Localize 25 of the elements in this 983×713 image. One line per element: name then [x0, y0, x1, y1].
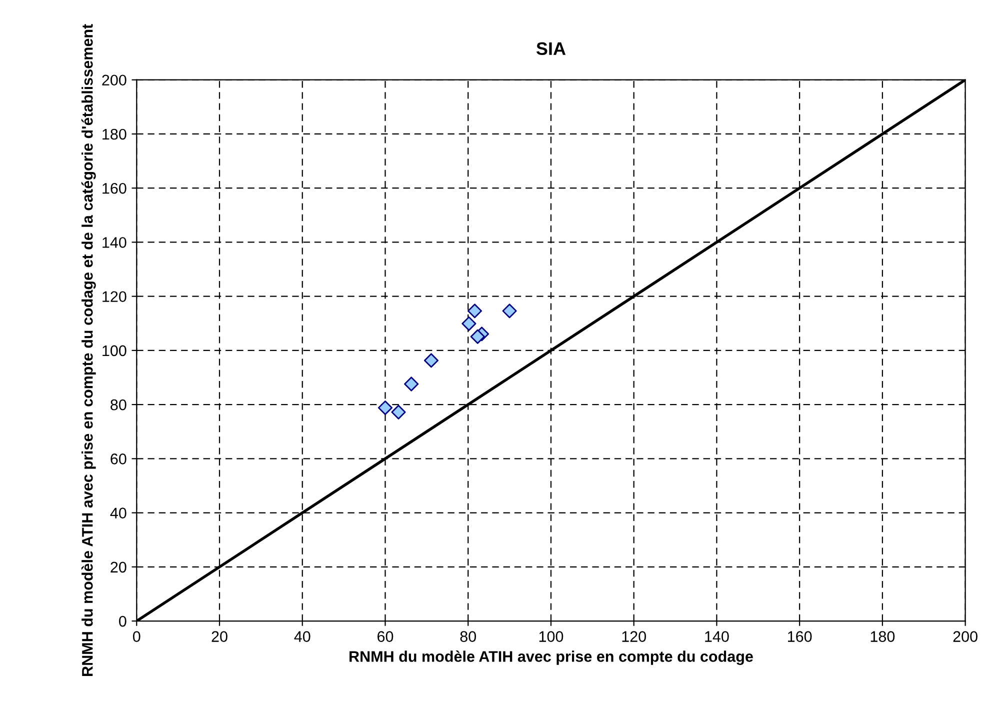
x-tick-label: 180 [870, 631, 895, 642]
x-tick-label: 100 [539, 631, 564, 642]
y-tick-label: 200 [102, 74, 126, 86]
x-tick-label: 40 [294, 631, 310, 642]
y-tick-label: 180 [102, 128, 126, 140]
x-tick-label: 60 [378, 631, 394, 642]
y-tick-label: 100 [102, 345, 126, 356]
y-axis-title: RNMH du modèle ATIH avec prise en compte du codage et de la catégorie d'établissement [81, 24, 96, 676]
x-tick-label: 200 [953, 631, 978, 642]
y-tick-label: 80 [110, 399, 126, 410]
x-axis-title: RNMH du modèle ATIH avec prise en compte du codage [350, 650, 753, 665]
y-tick-label: 40 [110, 508, 126, 518]
y-tick-label: 120 [102, 291, 126, 302]
x-tick-label: 160 [788, 631, 812, 642]
x-tick-label: 120 [622, 631, 646, 642]
y-tick-label: 160 [102, 182, 126, 194]
chart-title: SIA [536, 42, 566, 56]
y-tick-label: 0 [119, 616, 126, 627]
x-tick-label: 20 [212, 631, 228, 642]
y-tick-label: 20 [110, 562, 126, 573]
x-tick-label: 140 [705, 631, 729, 642]
x-tick-label: 80 [460, 631, 476, 642]
y-tick-label: 60 [110, 454, 126, 464]
y-tick-label: 140 [102, 237, 126, 248]
x-tick-label: 0 [132, 631, 140, 642]
